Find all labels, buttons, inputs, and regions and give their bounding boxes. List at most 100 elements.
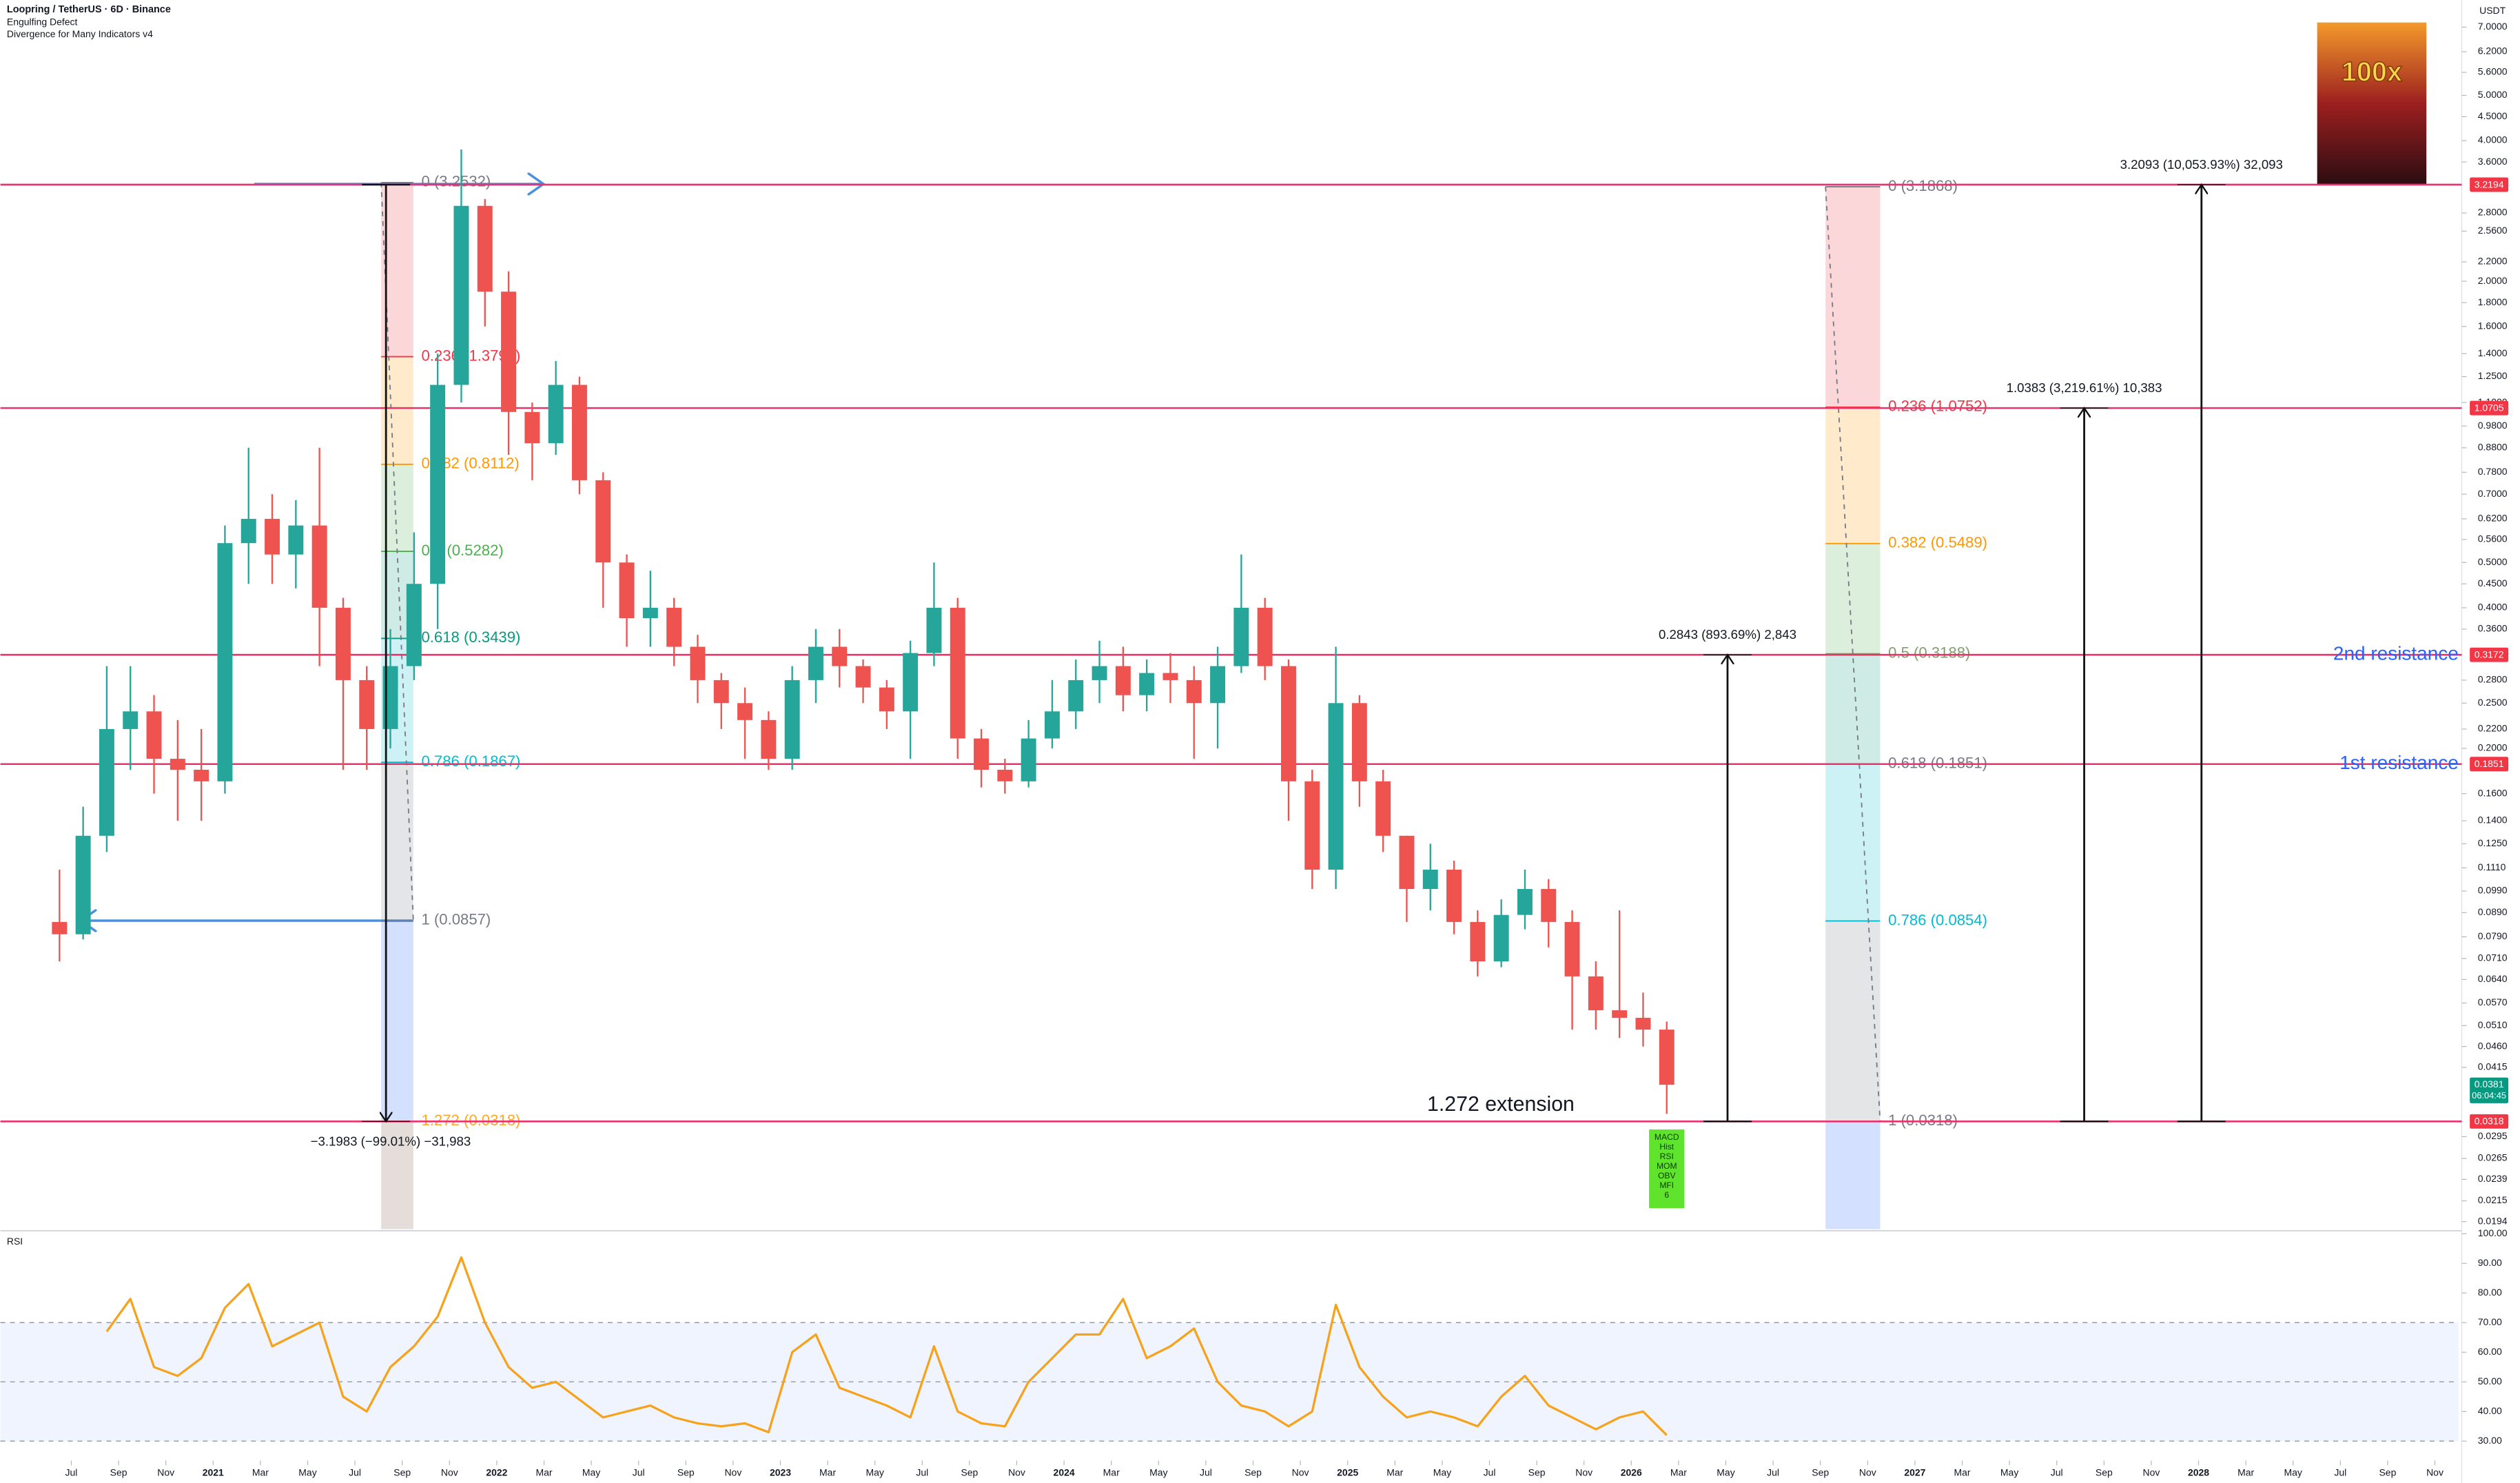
y-tick-label: 0.0710 [2478, 952, 2508, 963]
x-tick-label: May [2284, 1467, 2302, 1478]
x-tick-label: Jul [2051, 1467, 2063, 1478]
resistance-label: 2nd resistance [2333, 643, 2459, 664]
x-tick-label: May [866, 1467, 884, 1478]
y-tick-label: 0.1110 [2478, 861, 2506, 872]
x-tick-label: May [1433, 1467, 1451, 1478]
rsi-line [105, 1256, 1668, 1436]
fib-level-label: 0.5 (0.3188) [1888, 644, 1970, 662]
candle-body [1588, 976, 1604, 1011]
y-tick-label: 0.2000 [2478, 742, 2508, 753]
x-tick-label: Nov [2426, 1467, 2444, 1478]
candle-body [311, 525, 327, 608]
rsi-tick-label: 50.00 [2478, 1375, 2502, 1387]
price-label-box [2470, 1114, 2509, 1129]
candle-body [1493, 914, 1509, 962]
candle-body [571, 385, 587, 480]
rsi-tick-label: 30.00 [2478, 1435, 2502, 1446]
x-tick-label: Sep [1812, 1467, 1829, 1478]
candle-body [146, 711, 162, 759]
candle-body [123, 711, 139, 729]
countdown-label: 06:04:45 [2472, 1090, 2506, 1101]
measure-label: 3.2093 (10,053.93%) 32,093 [2120, 157, 2283, 172]
y-tick-label: 2.0000 [2478, 275, 2508, 286]
candle-body [595, 480, 611, 563]
x-tick-label: Nov [157, 1467, 174, 1478]
candle-body [784, 679, 800, 759]
signal-text: 6 [1664, 1190, 1669, 1200]
candle-body [808, 646, 823, 680]
y-tick-label: 2.8000 [2478, 207, 2508, 218]
candle-body [1517, 889, 1533, 915]
candle-body [879, 687, 894, 712]
price-label-box [2470, 647, 2509, 662]
y-tick-label: 0.0640 [2478, 973, 2508, 984]
x-tick-label: Nov [1008, 1467, 1025, 1478]
x-tick-label: Nov [724, 1467, 741, 1478]
y-tick-label: 0.8800 [2478, 441, 2508, 452]
x-tick-label: Sep [393, 1467, 411, 1478]
x-tick-label: Sep [1244, 1467, 1262, 1478]
y-tick-label: 0.0790 [2478, 930, 2508, 941]
y-tick-label: 2.5600 [2478, 225, 2508, 236]
y-tick-label: 0.2800 [2478, 674, 2508, 685]
x-tick-label: Sep [677, 1467, 695, 1478]
price-label: 3.2194 [2475, 178, 2504, 190]
y-tick-label: 0.2500 [2478, 697, 2508, 708]
fib-band [1825, 764, 1881, 921]
y-tick-label: 0.1400 [2478, 815, 2508, 826]
y-tick-label: 0.5600 [2478, 533, 2508, 544]
x-tick-label: 2023 [770, 1467, 791, 1478]
y-tick-label: 4.5000 [2478, 110, 2508, 121]
price-label: 0.1851 [2475, 758, 2504, 769]
signal-text: RSI [1660, 1152, 1674, 1161]
x-tick-label: 2022 [486, 1467, 507, 1478]
y-tick-label: 0.9800 [2478, 420, 2508, 431]
y-tick-label: 2.2000 [2478, 256, 2508, 267]
x-tick-label: Mar [819, 1467, 836, 1478]
y-tick-label: 0.0570 [2478, 996, 2508, 1008]
x-tick-label: 2028 [2188, 1467, 2209, 1478]
candle-body [99, 728, 114, 836]
measure-label: 0.2843 (893.69%) 2,843 [1659, 627, 1796, 642]
price-label-box [2470, 757, 2509, 772]
candle-body [52, 921, 68, 934]
x-tick-label: Sep [2096, 1467, 2113, 1478]
fib-level-label: 0.382 (0.5489) [1888, 534, 1987, 551]
x-tick-label: Nov [1575, 1467, 1592, 1478]
candle-body [1021, 738, 1036, 781]
symbol-title: Loopring / TetherUS · 6D · Binance [7, 4, 171, 15]
candle-body [855, 666, 871, 688]
x-tick-label: May [582, 1467, 600, 1478]
candle-body [761, 719, 777, 759]
y-tick-label: 0.0265 [2478, 1152, 2508, 1163]
y-tick-label: 4.0000 [2478, 134, 2508, 145]
fib-band [1825, 1121, 1881, 1229]
x-tick-label: Mar [1954, 1467, 1970, 1478]
x-tick-label: Jul [65, 1467, 78, 1478]
x-tick-label: 2025 [1337, 1467, 1358, 1478]
fib-level-label: 0 (3.1868) [1888, 177, 1958, 194]
rsi-tick-label: 70.00 [2478, 1316, 2502, 1327]
price-label: 1.0705 [2475, 402, 2504, 413]
candle-body [642, 607, 658, 619]
candle-body [453, 205, 469, 385]
candle-body [1564, 921, 1580, 976]
signal-text: MACD [1655, 1132, 1679, 1142]
indicator-name: Divergence for Many Indicators v4 [7, 28, 153, 39]
fib-band [1825, 653, 1881, 764]
fib-band [1825, 407, 1881, 544]
fib-band [1825, 921, 1881, 1122]
signal-text: MOM [1657, 1161, 1677, 1171]
x-tick-label: Jul [916, 1467, 928, 1478]
candle-body [265, 518, 280, 555]
x-tick-label: Mar [1103, 1467, 1120, 1478]
measure-label: −3.1983 (−99.01%) −31,983 [311, 1134, 471, 1149]
badge-image [2317, 22, 2427, 185]
extension-label: 1.272 extension [1427, 1093, 1575, 1116]
candle-body [501, 292, 517, 412]
y-tick-label: 0.0890 [2478, 906, 2508, 917]
y-tick-label: 0.0510 [2478, 1019, 2508, 1030]
y-tick-label: 0.0990 [2478, 885, 2508, 896]
price-label: 0.0318 [2475, 1116, 2504, 1127]
